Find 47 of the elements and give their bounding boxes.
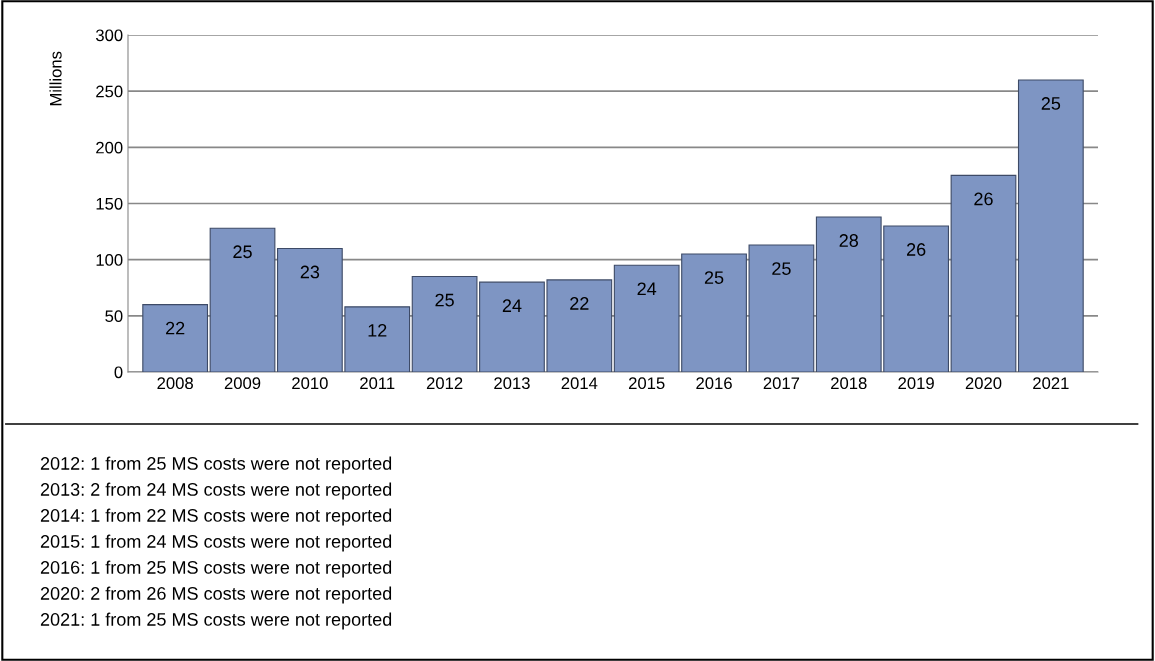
bar xyxy=(950,174,1017,372)
x-tick-label: 2011 xyxy=(360,377,395,390)
text: 2020: 2 from 26 MS costs were not reported xyxy=(40,586,392,604)
annotation: 24 xyxy=(637,282,657,296)
x-tick-label: 2015 xyxy=(628,377,665,390)
bar xyxy=(209,227,276,372)
y-tick-label: 300 xyxy=(95,29,123,42)
y-tick-label: 250 xyxy=(96,85,123,98)
annotation: 12 xyxy=(368,323,387,337)
x-tick-label: 2013 xyxy=(494,377,530,390)
y-tick-label: 0 xyxy=(114,366,123,379)
text: 2016: 1 from 25 MS costs were not reported xyxy=(40,560,392,578)
annotation: 25 xyxy=(772,262,791,275)
y-tick-label: 50 xyxy=(105,310,123,323)
annotation: 25 xyxy=(435,293,454,307)
annotation: 22 xyxy=(166,321,185,335)
x-tick-label: 2018 xyxy=(831,377,867,390)
y-axis-title: Millions xyxy=(49,51,62,106)
annotation: 25 xyxy=(1041,97,1061,110)
x-tick-label: 2010 xyxy=(292,377,328,390)
annotation: 28 xyxy=(839,234,859,247)
y-tick-label: 100 xyxy=(96,254,123,266)
x-tick-label: 2008 xyxy=(157,377,193,390)
annotation: 25 xyxy=(233,245,252,259)
x-tick-label: 2017 xyxy=(763,377,800,390)
x-tick-label: 2012 xyxy=(426,377,463,390)
bar xyxy=(142,304,209,372)
annotation: 24 xyxy=(502,299,522,312)
text: 2021: 1 from 25 MS costs were not reported xyxy=(40,612,392,630)
text: 2015: 1 from 24 MS costs were not reported xyxy=(40,534,392,552)
x-tick-label: 2020 xyxy=(965,377,1002,390)
annotation: 26 xyxy=(974,192,993,206)
annotation: 23 xyxy=(300,265,320,279)
x-tick-label: 2016 xyxy=(696,377,732,390)
bar xyxy=(1017,79,1084,372)
x-tick-label: 2009 xyxy=(224,377,261,390)
x-tick-label: 2019 xyxy=(898,377,934,390)
annotation: 25 xyxy=(704,271,724,284)
x-tick-label: 2014 xyxy=(561,377,598,390)
annotation: 26 xyxy=(906,243,926,256)
annotation: 22 xyxy=(570,297,589,310)
text: 2013: 2 from 24 MS costs were not reported xyxy=(40,482,392,500)
text: 2012: 1 from 25 MS costs were not reported xyxy=(40,456,392,474)
x-tick-label: 2021 xyxy=(1033,377,1069,390)
y-tick-label: 150 xyxy=(96,197,123,210)
text: 2014: 1 from 22 MS costs were not reported xyxy=(40,508,392,526)
y-tick-label: 200 xyxy=(96,141,123,154)
